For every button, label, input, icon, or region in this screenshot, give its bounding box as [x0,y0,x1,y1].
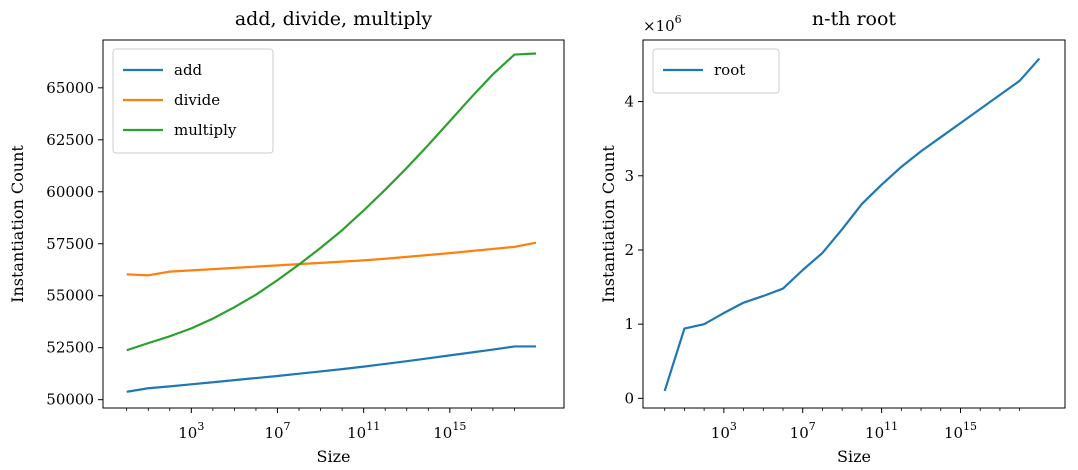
legend-label: root [714,61,745,79]
y-tick-label: 0 [624,389,634,407]
y-tick-label: 57500 [46,235,94,253]
y-tick-label: 65000 [46,79,94,97]
series-line-divide [126,241,537,277]
x-tick-base: 10 [944,424,963,442]
x-tick-label: 1015 [944,420,977,442]
chart-panel-1: 103 107 1011 101550000525005500057500600006… [8,8,565,466]
x-tick-base: 10 [433,424,452,442]
legend-box [652,48,780,94]
legend-label: multiply [174,121,237,139]
x-tick-base: 10 [178,424,197,442]
y-axis-label: Instantiation Count [599,145,618,303]
y-offset-exponent: 6 [675,13,682,26]
y-offset-text: ×106 [643,13,682,35]
y-tick-label: 2 [624,241,634,259]
y-axis-label: Instantiation Count [8,145,27,303]
series-line-multiply [126,52,537,352]
legend-label: divide [174,91,220,109]
x-tick-label: 103 [711,420,737,442]
x-tick-exponent: 7 [284,420,291,433]
x-tick-base: 10 [264,424,283,442]
x-tick-exponent: 3 [197,420,204,433]
x-tick-exponent: 15 [452,420,466,433]
legend: add divide multiply [112,48,274,154]
x-tick-base: 10 [347,424,366,442]
x-tick-label: 107 [264,420,290,442]
x-tick-base: 10 [711,424,730,442]
y-tick-label: 50000 [46,391,94,409]
series-line-root [663,57,1041,392]
y-tick-label: 60000 [46,183,94,201]
x-axis-label: Size [317,447,351,466]
x-tick-base: 10 [865,424,884,442]
series-line-add [126,345,536,393]
x-tick-label: 107 [790,420,816,442]
y-tick-label: 4 [624,93,634,111]
x-tick-label: 1011 [347,420,380,442]
legend-label: add [174,61,203,79]
x-tick-exponent: 3 [730,420,737,433]
chart-title: add, divide, multiply [235,8,433,30]
x-tick-label: 103 [178,420,204,442]
y-tick-label: 52500 [46,339,94,357]
x-tick-exponent: 11 [366,420,380,433]
chart-title: n-th root [812,8,897,30]
plot-frame [102,39,565,409]
x-tick-base: 10 [790,424,809,442]
x-tick-exponent: 15 [963,420,977,433]
plot-frame [642,39,1066,409]
x-tick-label: 1015 [433,420,466,442]
legend-box [112,48,274,154]
x-axis-label: Size [837,447,871,466]
y-tick-label: 55000 [46,287,94,305]
y-tick-label: 3 [624,167,634,185]
y-tick-label: 1 [624,315,634,333]
legend: root [652,48,780,94]
y-offset-base: ×10 [643,17,675,35]
x-tick-label: 1011 [865,420,898,442]
x-tick-exponent: 11 [884,420,898,433]
y-tick-label: 62500 [46,131,94,149]
x-tick-exponent: 7 [809,420,816,433]
